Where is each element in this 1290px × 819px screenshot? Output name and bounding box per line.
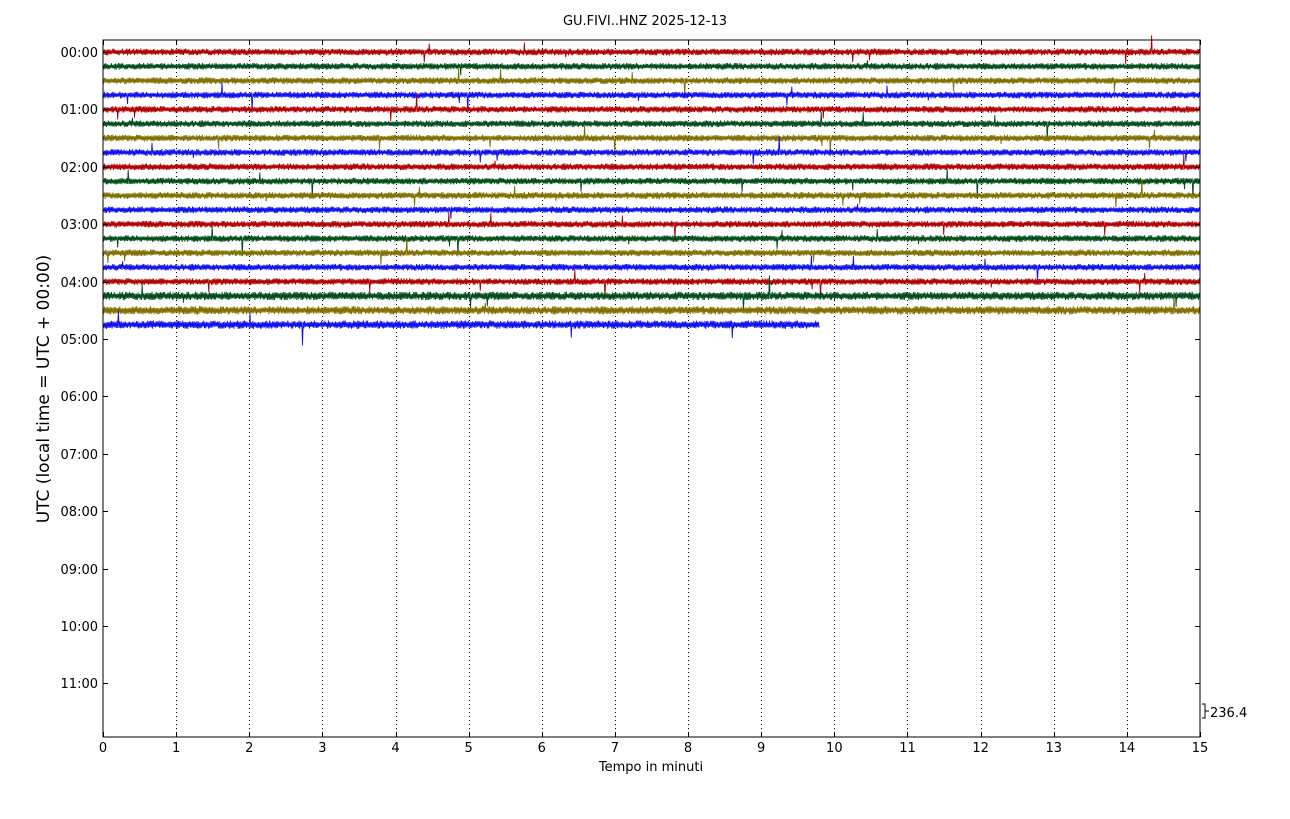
seismic-traces [102, 35, 1201, 346]
x-tick-label-11: 11 [899, 741, 916, 756]
x-tick-label-6: 6 [538, 741, 546, 756]
trace-0 [102, 35, 1201, 65]
y-tick-label-3: 03:00 [61, 218, 98, 233]
x-tick-label-4: 4 [391, 741, 399, 756]
y-axis-ticks: 00:00 01:00 02:00 03:00 04:00 05:00 06:00 07:00… [61, 46, 1200, 692]
trace-3 [102, 82, 1201, 113]
x-tick-label-0: 0 [99, 741, 107, 756]
x-tick-label-2: 2 [245, 741, 253, 756]
x-axis-label: Tempo in minuti [598, 760, 703, 775]
trace-14 [102, 236, 1201, 265]
y-tick-label-7: 07:00 [61, 448, 98, 463]
y-tick-label-6: 06:00 [61, 390, 98, 405]
trace-6 [102, 125, 1201, 156]
trace-19 [102, 310, 820, 346]
x-tick-label-10: 10 [826, 741, 843, 756]
x-tick-label-15: 15 [1192, 741, 1209, 756]
y-tick-label-2: 02:00 [61, 161, 98, 176]
trace-1 [102, 60, 1201, 76]
x-tick-label-3: 3 [318, 741, 326, 756]
y-tick-label-0: 00:00 [61, 46, 98, 61]
trace-8 [102, 155, 1201, 171]
trace-2 [102, 68, 1201, 98]
x-tick-label-9: 9 [757, 741, 765, 756]
trace-9 [102, 168, 1201, 199]
trace-18 [102, 295, 1201, 315]
y-tick-label-10: 10:00 [61, 620, 98, 635]
x-tick-label-1: 1 [172, 741, 180, 756]
trace-11 [102, 203, 1201, 219]
y-tick-label-11: 11:00 [61, 677, 98, 692]
plot-frame [102, 39, 1201, 738]
trace-10 [102, 178, 1201, 208]
x-axis-ticks: 0 1 2 3 4 5 6 7 8 9 10 11 12 13 14 15 [99, 40, 1208, 756]
y-axis-label: UTC (local time = UTC + 00:00) [34, 255, 54, 524]
x-tick-label-14: 14 [1119, 741, 1136, 756]
x-tick-label-7: 7 [611, 741, 619, 756]
y-tick-label-8: 08:00 [61, 505, 98, 520]
chart-title: GU.FIVI..HNZ 2025-12-13 [563, 14, 727, 29]
x-tick-label-12: 12 [972, 741, 989, 756]
scale-value-label: 236.4 [1210, 706, 1247, 721]
trace-4 [102, 92, 1201, 122]
trace-12 [102, 212, 1201, 242]
y-tick-label-1: 01:00 [61, 103, 98, 118]
x-tick-label-5: 5 [465, 741, 473, 756]
y-tick-label-5: 05:00 [61, 333, 98, 348]
x-tick-label-8: 8 [684, 741, 692, 756]
y-tick-label-4: 04:00 [61, 276, 98, 291]
trace-16 [102, 269, 1201, 300]
y-tick-label-9: 09:00 [61, 563, 98, 578]
trace-17 [102, 275, 1201, 311]
vertical-grid [176, 40, 1128, 737]
trace-5 [102, 112, 1201, 141]
amplitude-scale-marker: 236.4 [1202, 703, 1247, 721]
trace-13 [102, 226, 1201, 257]
trace-7 [102, 135, 1201, 165]
trace-15 [102, 255, 1201, 285]
x-tick-label-13: 13 [1045, 741, 1062, 756]
